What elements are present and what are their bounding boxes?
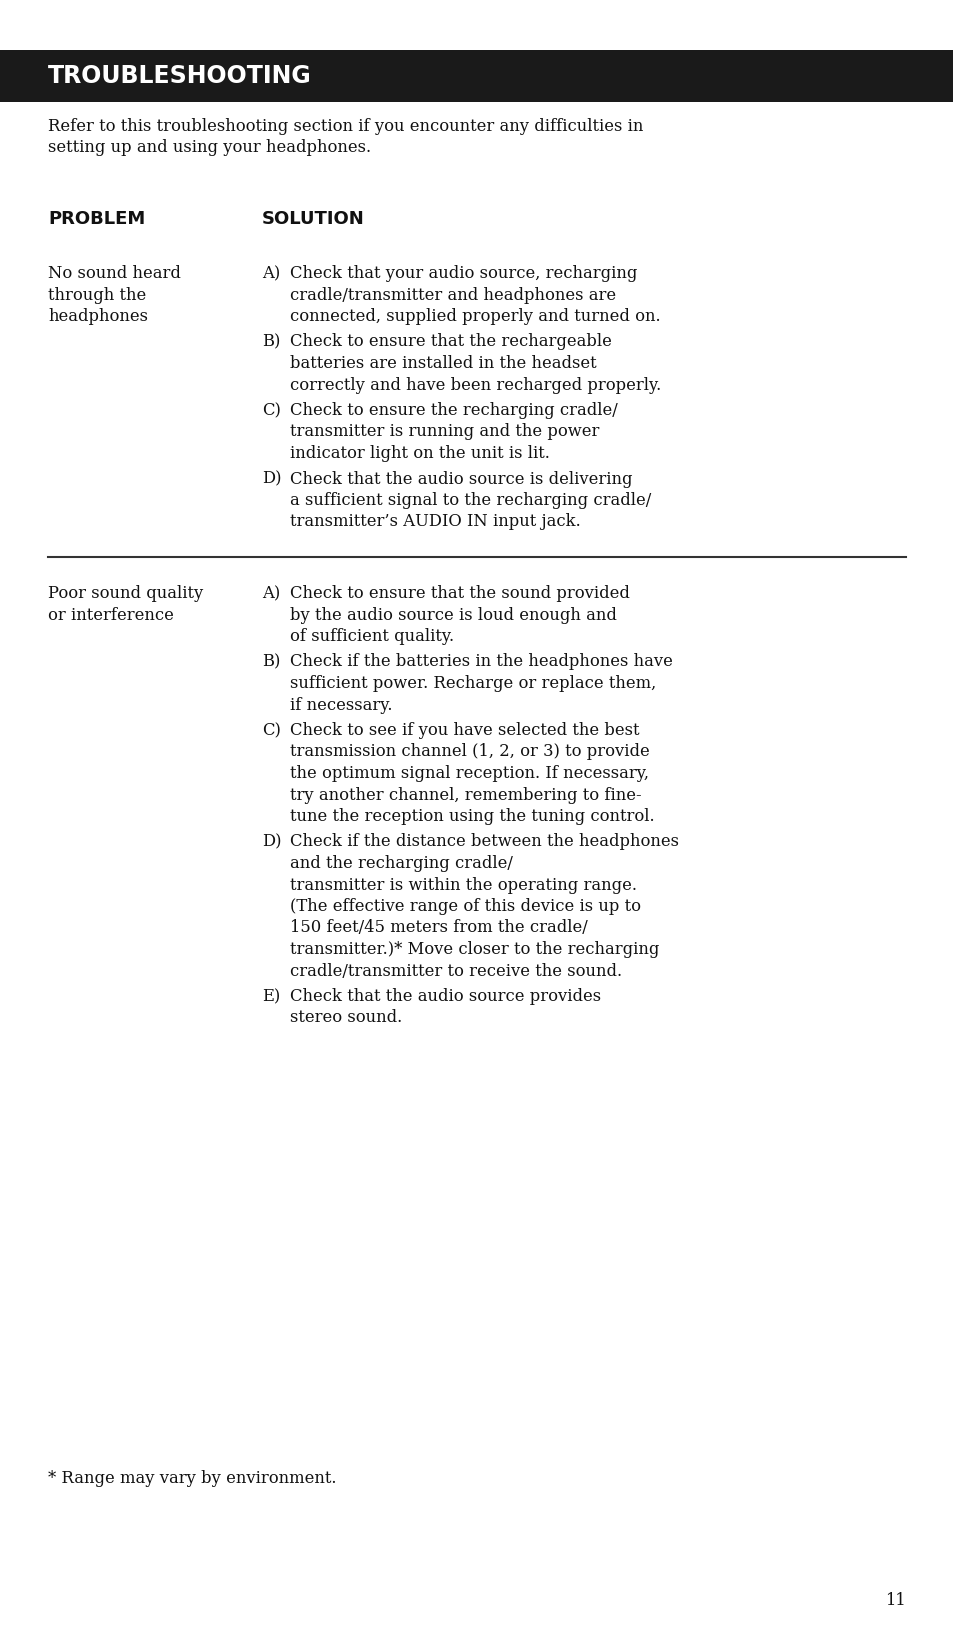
Text: if necessary.: if necessary.: [290, 697, 392, 713]
Text: tune the reception using the tuning control.: tune the reception using the tuning cont…: [290, 808, 654, 825]
Text: PROBLEM: PROBLEM: [48, 209, 145, 227]
Text: transmitter’s AUDIO IN input jack.: transmitter’s AUDIO IN input jack.: [290, 514, 580, 530]
Text: correctly and have been recharged properly.: correctly and have been recharged proper…: [290, 376, 660, 394]
Text: transmitter.)* Move closer to the recharging: transmitter.)* Move closer to the rechar…: [290, 941, 659, 959]
Text: Check that the audio source provides: Check that the audio source provides: [290, 988, 600, 1005]
Text: transmission channel (1, 2, or 3) to provide: transmission channel (1, 2, or 3) to pro…: [290, 743, 649, 761]
Text: Check that the audio source is delivering: Check that the audio source is deliverin…: [290, 471, 632, 488]
Text: and the recharging cradle/: and the recharging cradle/: [290, 856, 513, 872]
Text: stereo sound.: stereo sound.: [290, 1009, 402, 1026]
Text: SOLUTION: SOLUTION: [262, 209, 364, 227]
Text: 11: 11: [884, 1592, 905, 1608]
Text: A): A): [262, 265, 280, 281]
Text: a sufficient signal to the recharging cradle/: a sufficient signal to the recharging cr…: [290, 492, 651, 509]
Text: C): C): [262, 721, 280, 739]
Text: * Range may vary by environment.: * Range may vary by environment.: [48, 1471, 336, 1487]
Text: through the: through the: [48, 286, 146, 304]
Text: A): A): [262, 586, 280, 602]
Text: headphones: headphones: [48, 308, 148, 326]
Text: transmitter is within the operating range.: transmitter is within the operating rang…: [290, 877, 637, 893]
Text: B): B): [262, 653, 280, 671]
Text: C): C): [262, 402, 280, 419]
Text: Check to ensure that the rechargeable: Check to ensure that the rechargeable: [290, 334, 611, 350]
Text: or interference: or interference: [48, 607, 173, 623]
Text: D): D): [262, 471, 281, 488]
Text: Check if the batteries in the headphones have: Check if the batteries in the headphones…: [290, 653, 672, 671]
Text: sufficient power. Recharge or replace them,: sufficient power. Recharge or replace th…: [290, 676, 656, 692]
Text: the optimum signal reception. If necessary,: the optimum signal reception. If necessa…: [290, 766, 648, 782]
Text: B): B): [262, 334, 280, 350]
Text: setting up and using your headphones.: setting up and using your headphones.: [48, 139, 371, 157]
Text: by the audio source is loud enough and: by the audio source is loud enough and: [290, 607, 617, 623]
Text: (The effective range of this device is up to: (The effective range of this device is u…: [290, 898, 640, 915]
Text: Refer to this troubleshooting section if you encounter any difficulties in: Refer to this troubleshooting section if…: [48, 118, 642, 136]
Text: Check to ensure that the sound provided: Check to ensure that the sound provided: [290, 586, 629, 602]
Text: 150 feet/45 meters from the cradle/: 150 feet/45 meters from the cradle/: [290, 919, 587, 936]
Text: indicator light on the unit is lit.: indicator light on the unit is lit.: [290, 445, 549, 461]
Text: cradle/transmitter to receive the sound.: cradle/transmitter to receive the sound.: [290, 962, 621, 980]
Text: Check that your audio source, recharging: Check that your audio source, recharging: [290, 265, 637, 281]
Text: D): D): [262, 833, 281, 851]
Text: Check if the distance between the headphones: Check if the distance between the headph…: [290, 833, 679, 851]
Text: Check to ensure the recharging cradle/: Check to ensure the recharging cradle/: [290, 402, 618, 419]
Bar: [0, 51, 953, 101]
Text: Poor sound quality: Poor sound quality: [48, 586, 203, 602]
Text: transmitter is running and the power: transmitter is running and the power: [290, 424, 598, 440]
Text: try another channel, remembering to fine-: try another channel, remembering to fine…: [290, 787, 641, 803]
Text: cradle/transmitter and headphones are: cradle/transmitter and headphones are: [290, 286, 616, 304]
Text: Check to see if you have selected the best: Check to see if you have selected the be…: [290, 721, 639, 739]
Text: batteries are installed in the headset: batteries are installed in the headset: [290, 355, 596, 371]
Text: of sufficient quality.: of sufficient quality.: [290, 628, 454, 645]
Text: E): E): [262, 988, 280, 1005]
Text: No sound heard: No sound heard: [48, 265, 181, 281]
Text: TROUBLESHOOTING: TROUBLESHOOTING: [48, 64, 312, 88]
Text: connected, supplied properly and turned on.: connected, supplied properly and turned …: [290, 308, 659, 326]
